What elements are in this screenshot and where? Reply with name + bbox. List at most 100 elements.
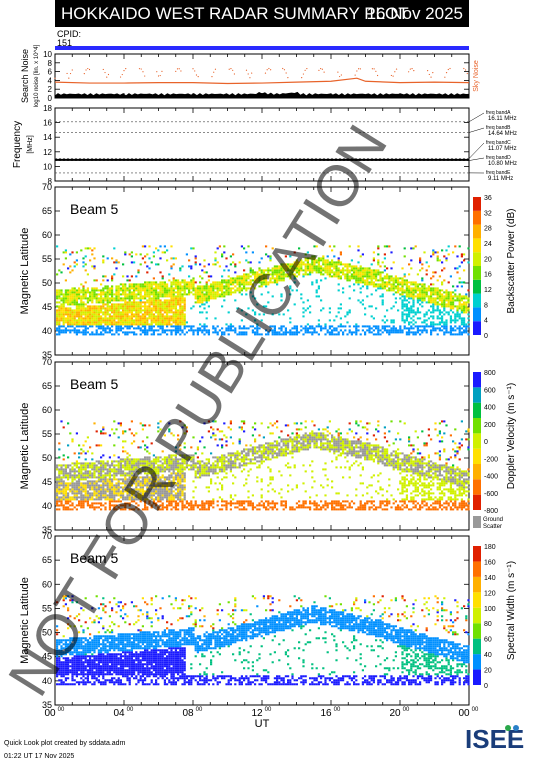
- data-cell: [71, 462, 74, 465]
- data-cell: [102, 432, 105, 435]
- data-cell: [137, 508, 140, 511]
- data-cell: [412, 305, 415, 308]
- data-cell: [238, 325, 241, 328]
- data-cell: [223, 287, 226, 290]
- data-cell: [260, 257, 263, 260]
- data-cell: [342, 333, 345, 336]
- data-cell: [465, 323, 468, 326]
- data-cell: [86, 289, 89, 292]
- data-cell: [463, 303, 466, 306]
- data-cell: [78, 466, 81, 469]
- data-cell: [295, 331, 298, 334]
- data-cell: [148, 466, 151, 469]
- data-cell: [434, 301, 437, 304]
- data-cell: [201, 291, 204, 294]
- data-cell: [414, 285, 417, 288]
- data-cell: [91, 498, 94, 501]
- data-cell: [166, 309, 169, 312]
- data-cell: [306, 261, 309, 264]
- data-cell: [82, 484, 85, 487]
- data-cell: [368, 327, 371, 330]
- data-cell: [135, 470, 138, 473]
- data-cell: [333, 275, 336, 278]
- data-cell: [144, 506, 147, 509]
- data-cell: [196, 329, 199, 332]
- data-cell: [106, 494, 109, 497]
- data-cell: [416, 295, 419, 298]
- data-cell: [115, 305, 118, 308]
- data-cell: [97, 468, 100, 471]
- data-cell: [144, 255, 147, 258]
- data-cell: [174, 482, 177, 485]
- data-cell: [174, 468, 177, 471]
- data-cell: [357, 271, 360, 274]
- data-cell: [126, 333, 129, 336]
- data-cell: [326, 269, 329, 272]
- data-cell: [166, 496, 169, 499]
- data-cell: [122, 287, 125, 290]
- data-cell: [379, 283, 382, 286]
- data-cell: [359, 281, 362, 284]
- data-cell: [106, 305, 109, 308]
- data-cell: [71, 470, 74, 473]
- data-cell: [89, 482, 92, 485]
- data-cell: [102, 492, 105, 495]
- data-cell: [293, 325, 296, 328]
- data-cell: [117, 468, 120, 471]
- data-cell: [460, 319, 463, 322]
- data-cell: [170, 293, 173, 296]
- data-cell: [454, 295, 457, 298]
- data-cell: [150, 261, 153, 264]
- data-cell: [155, 462, 158, 465]
- data-cell: [390, 319, 393, 322]
- data-cell: [185, 325, 188, 328]
- data-cell: [247, 277, 250, 280]
- data-cell: [163, 496, 166, 499]
- data-cell: [115, 313, 118, 316]
- data-cell: [190, 327, 193, 330]
- data-cell: [102, 480, 105, 483]
- data-cell: [163, 323, 166, 326]
- data-cell: [243, 333, 246, 336]
- data-cell: [102, 255, 105, 258]
- data-cell: [84, 440, 87, 443]
- data-cell: [89, 498, 92, 501]
- data-cell: [170, 245, 173, 248]
- data-cell: [67, 311, 70, 314]
- data-cell: [346, 311, 349, 314]
- data-cell: [172, 317, 175, 320]
- data-cell: [412, 331, 415, 334]
- data-cell: [379, 333, 382, 336]
- data-cell: [447, 253, 450, 256]
- data-cell: [93, 307, 96, 310]
- data-cell: [210, 275, 213, 278]
- data-cell: [452, 251, 455, 254]
- data-cell: [243, 287, 246, 290]
- data-cell: [150, 281, 153, 284]
- data-cell: [128, 283, 131, 286]
- data-cell: [196, 297, 199, 300]
- data-cell: [339, 251, 342, 254]
- data-cell: [82, 486, 85, 489]
- data-cell: [135, 494, 138, 497]
- data-cell: [108, 486, 111, 489]
- data-cell: [454, 321, 457, 324]
- data-cell: [141, 464, 144, 467]
- data-cell: [190, 291, 193, 294]
- data-cell: [91, 295, 94, 298]
- data-cell: [111, 307, 114, 310]
- data-cell: [183, 309, 186, 312]
- data-cell: [221, 293, 224, 296]
- data-cell: [119, 329, 122, 332]
- data-cell: [174, 472, 177, 475]
- data-cell: [416, 327, 419, 330]
- data-cell: [179, 448, 182, 451]
- data-cell: [82, 309, 85, 312]
- data-cell: [177, 287, 180, 290]
- data-cell: [456, 315, 459, 318]
- data-cell: [67, 466, 70, 469]
- data-cell: [157, 291, 160, 294]
- data-cell: [366, 275, 369, 278]
- data-cell: [262, 305, 265, 308]
- data-cell: [375, 279, 378, 282]
